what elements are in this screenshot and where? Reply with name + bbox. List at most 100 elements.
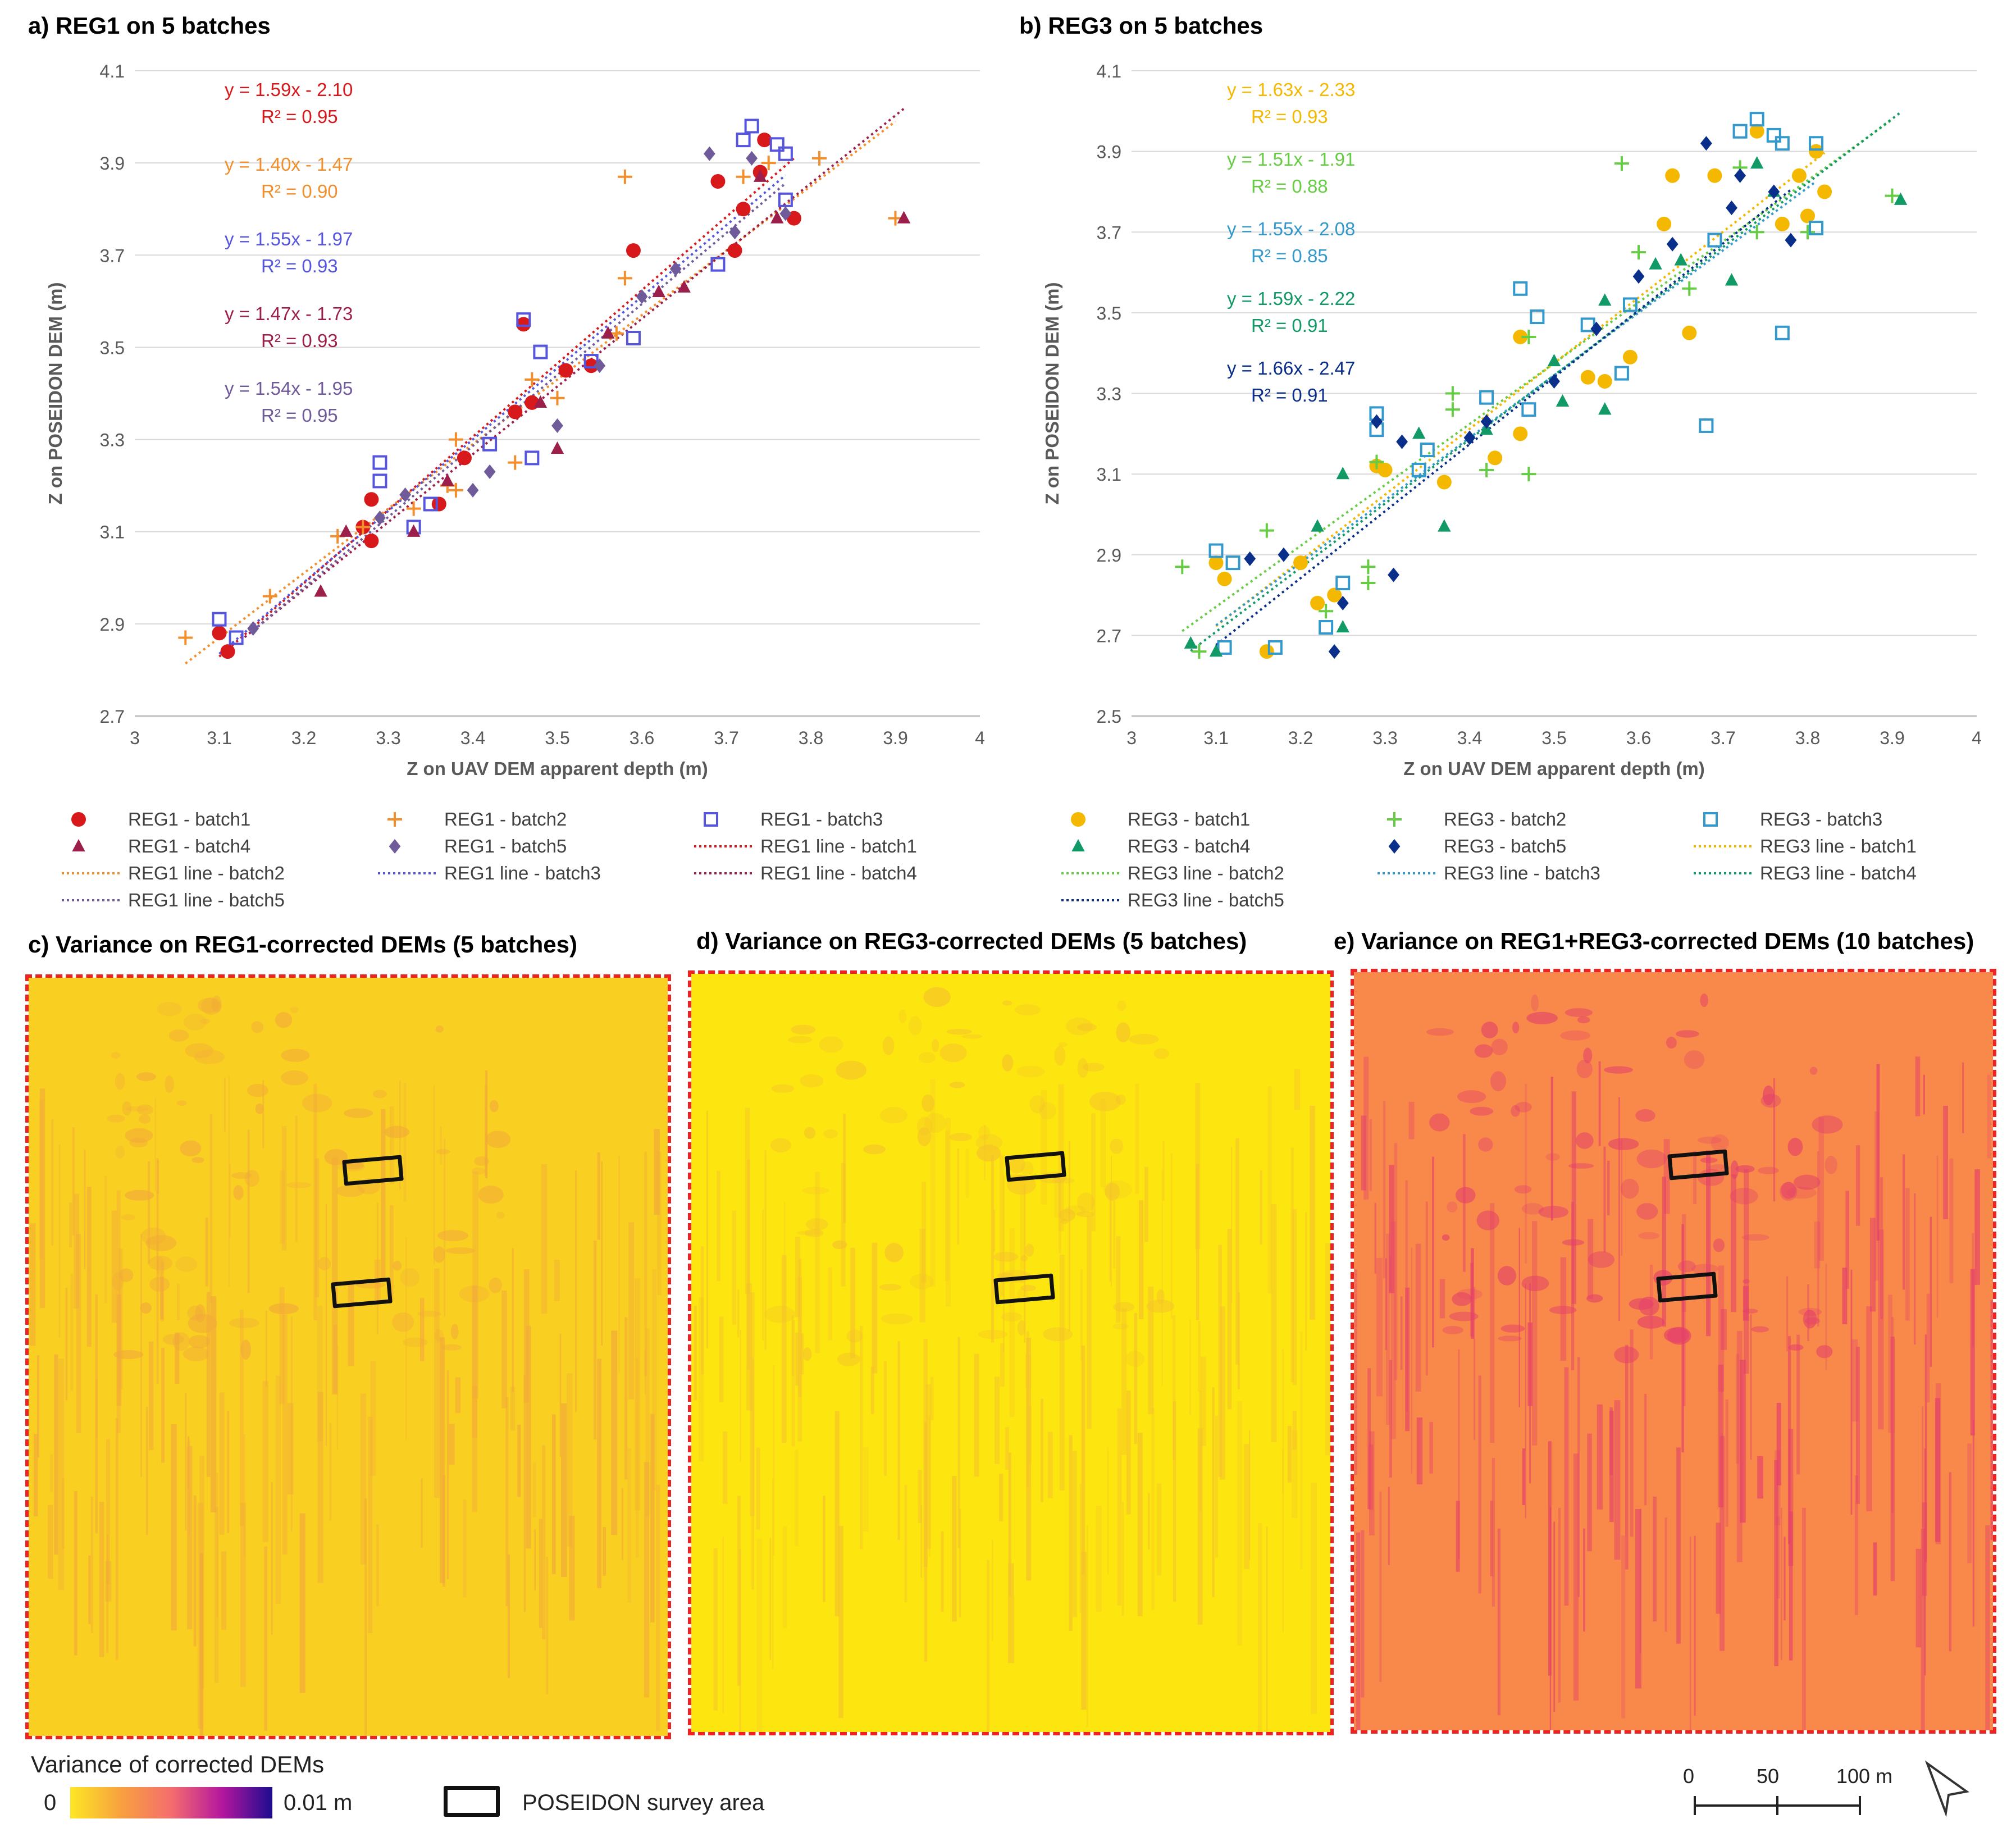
variance-blotch: [1474, 1044, 1493, 1058]
data-point: [1597, 373, 1612, 389]
legend-marker: [1071, 839, 1085, 852]
variance-blotch: [1116, 1000, 1126, 1011]
variance-streak: [1161, 1169, 1163, 1387]
variance-blotch: [975, 1134, 1002, 1151]
variance-streak: [1682, 1297, 1686, 1406]
y-tick-label: 2.7: [100, 706, 125, 727]
variance-blotch: [433, 1246, 445, 1263]
variance-blotch: [1803, 1310, 1817, 1329]
variance-streak: [1041, 1398, 1044, 1502]
variance-streak: [534, 1529, 536, 1590]
data-point: [1208, 555, 1224, 571]
variance-streak: [1009, 1228, 1015, 1417]
variance-streak: [1817, 1151, 1819, 1327]
variance-blotch: [1511, 1105, 1520, 1117]
variance-streak: [1360, 1530, 1365, 1698]
r2-label: R² = 0.95: [261, 106, 338, 127]
variance-blotch: [188, 1314, 217, 1333]
x-tick-label: 3.9: [1880, 728, 1904, 748]
variance-blotch: [231, 1172, 252, 1179]
data-point: [1175, 559, 1190, 575]
variance-blotch: [1700, 1157, 1718, 1163]
variance-streak: [624, 1317, 628, 1480]
data-point: [558, 363, 573, 378]
variance-streak: [1220, 1306, 1225, 1480]
data-point: [1614, 156, 1629, 171]
variance-blotch: [435, 1025, 444, 1033]
variance-streak: [1162, 1141, 1165, 1201]
variance-streak: [1000, 1343, 1005, 1387]
variance-streak: [265, 1310, 267, 1387]
variance-blotch: [823, 1129, 838, 1139]
variance-streak: [539, 1519, 542, 1628]
variance-streak: [928, 1416, 931, 1557]
survey-area-upper: [1005, 1151, 1066, 1182]
variance-streak: [597, 1359, 601, 1589]
variance-streak: [635, 1278, 641, 1511]
variance-streak: [1987, 1074, 1991, 1159]
data-point: [1480, 414, 1493, 429]
variance-blotch: [474, 1156, 490, 1166]
variance-blotch: [802, 1187, 829, 1195]
data-point: [1775, 216, 1790, 231]
x-tick-label: 3.4: [460, 728, 485, 748]
variance-blotch: [1762, 1085, 1775, 1106]
variance-streak: [1415, 1243, 1421, 1392]
data-point: [1649, 257, 1662, 270]
variance-streak: [517, 1424, 521, 1497]
variance-streak: [1664, 1517, 1667, 1632]
data-point: [1328, 644, 1340, 659]
variance-streak: [1776, 1402, 1782, 1485]
variance-streak: [644, 1350, 646, 1394]
legend-item: REG1 line - batch1: [694, 836, 917, 857]
variance-blotch: [881, 1313, 913, 1325]
variance-streak: [510, 1387, 516, 1431]
data-point: [1622, 349, 1638, 364]
variance-streak: [332, 1157, 338, 1395]
variance-streak: [74, 1491, 77, 1656]
r2-label: R² = 0.95: [261, 405, 338, 426]
data-point: [754, 169, 767, 182]
variance-blotch: [290, 1006, 299, 1013]
data-point: [770, 211, 784, 224]
chart-a-svg: 2.7 2.9 3.1 3.3 3.5 3.7 3.9 4.1 3 3.1 3.2 3.3 3.4 3.5…: [45, 61, 1982, 779]
variance-blotch: [393, 1261, 402, 1271]
variance-streak: [1195, 1082, 1201, 1250]
variance-streak: [1855, 1145, 1860, 1226]
variance-streak: [95, 1294, 98, 1534]
variance-blotch: [121, 1214, 135, 1221]
variance-streak: [1618, 1097, 1621, 1321]
variance-blotch: [1620, 1178, 1639, 1199]
variance-blotch: [417, 1311, 442, 1317]
variance-streak: [1121, 1308, 1127, 1455]
variance-blotch: [932, 1038, 939, 1052]
variance-streak: [1148, 1286, 1154, 1415]
data-point: [1361, 559, 1376, 575]
variance-streak: [485, 1085, 487, 1177]
variance-streak: [918, 1470, 922, 1524]
survey-legend-symbol: [444, 1786, 500, 1817]
variance-blotch: [909, 1016, 922, 1036]
variance-streak: [722, 1537, 724, 1713]
variance-blotch: [496, 1211, 505, 1219]
variance-streak: [1432, 1156, 1434, 1348]
data-point: [1809, 221, 1824, 236]
variance-streak: [1086, 1525, 1088, 1726]
variance-streak: [694, 1306, 697, 1401]
variance-streak: [74, 1193, 80, 1309]
variance-streak: [1173, 1401, 1176, 1602]
data-point: [704, 146, 715, 161]
variance-streak: [923, 1339, 928, 1567]
variance-streak: [210, 1296, 217, 1512]
variance-streak: [1718, 1265, 1725, 1392]
variance-blotch: [113, 1350, 144, 1359]
variance-blotch: [115, 1145, 125, 1159]
variance-streak: [1851, 1339, 1858, 1422]
variance-blotch: [819, 1036, 843, 1053]
variance-streak: [37, 1355, 40, 1458]
y-tick-label: 3.1: [100, 522, 125, 543]
variance-streak: [1721, 1309, 1727, 1350]
variance-streak: [1876, 1064, 1880, 1241]
data-point: [1337, 595, 1349, 610]
variance-streak: [1962, 1062, 1964, 1133]
